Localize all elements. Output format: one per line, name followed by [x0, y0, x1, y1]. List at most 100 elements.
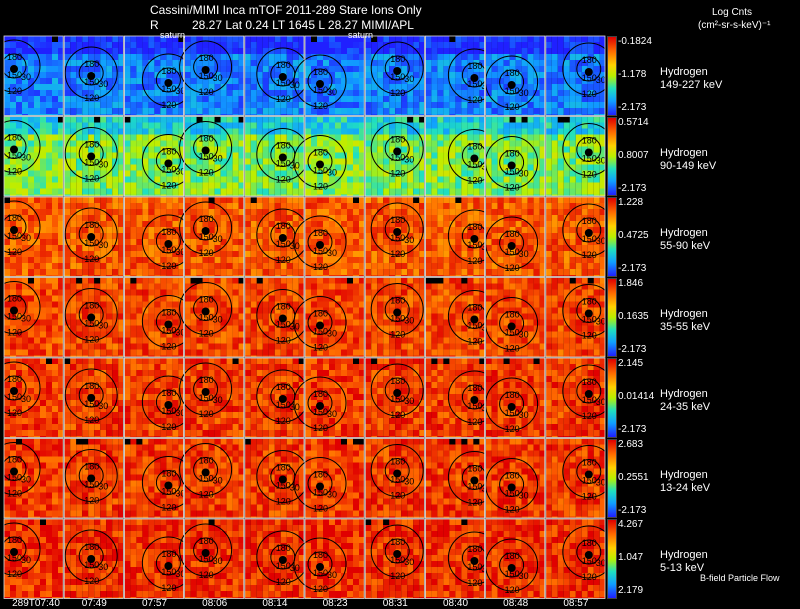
- saturn-label-1: saturn: [160, 30, 186, 40]
- contour-label: 120: [276, 255, 291, 265]
- contour-label: 30: [596, 236, 606, 246]
- contour-label: 120: [467, 417, 482, 427]
- contour-label: 120: [467, 578, 482, 588]
- contour-label: 30: [213, 234, 223, 244]
- contour-label: 180: [7, 535, 22, 545]
- contour-label: 120: [313, 504, 328, 514]
- contour-label: 30: [213, 395, 223, 405]
- contour-label: 30: [596, 558, 606, 568]
- contour-label: 120: [161, 342, 176, 352]
- colorbar-min: -2.173: [618, 424, 647, 435]
- contour-label: 150: [7, 312, 22, 322]
- contour-label: 30: [519, 88, 529, 98]
- colorbar-max: 2.145: [618, 358, 644, 369]
- contour-label: 30: [519, 410, 529, 420]
- contour-label: 180: [84, 140, 99, 150]
- channel-species: Hydrogen: [660, 227, 708, 239]
- contour-label: 150: [582, 234, 597, 244]
- contour-label: 120: [505, 183, 520, 193]
- header-orbit-info: 28.27 Lat 0.24 LT 1645 L 28.27 MIMI/APL: [192, 18, 414, 32]
- channel-energy: 90-149 keV: [660, 159, 717, 172]
- contour-label: 30: [21, 153, 31, 163]
- contour-label: 150: [467, 482, 482, 492]
- contour-label: 120: [582, 89, 597, 99]
- contour-label: 30: [213, 556, 223, 566]
- contour-label: 30: [290, 322, 300, 332]
- contour-label: 30: [519, 169, 529, 179]
- contour-label: 120: [467, 256, 482, 266]
- contour-label: 30: [213, 315, 223, 325]
- contour-label: 180: [199, 375, 214, 385]
- colorbar-min: -2.173: [618, 102, 647, 113]
- channel-species: Hydrogen: [660, 146, 708, 159]
- contour-label: 120: [199, 87, 214, 97]
- contour-label: 120: [390, 330, 405, 340]
- contour-label: 120: [161, 100, 176, 110]
- contour-label: 120: [7, 408, 22, 418]
- contour-label: 150: [467, 321, 482, 331]
- contour-label: 180: [390, 296, 405, 306]
- contour-label: 30: [290, 563, 300, 573]
- contour-label: 120: [313, 262, 328, 272]
- contour-label: 30: [327, 329, 337, 339]
- contour-label: 150: [390, 72, 405, 82]
- colorbar-min: -2.173: [618, 263, 647, 274]
- contour-label: 120: [199, 248, 214, 258]
- contour-label: 120: [276, 336, 291, 346]
- colorbar-mid: 0.2551: [618, 471, 649, 483]
- contour-label: 180: [313, 550, 328, 560]
- channel-label: Hydrogen 5-13 keV: [660, 549, 708, 575]
- channel-label: Hydrogen 55-90 keV: [660, 227, 710, 253]
- contour-label: 150: [199, 313, 214, 323]
- contour-label: 120: [582, 170, 597, 180]
- contour-label: 30: [213, 154, 223, 164]
- contour-label: 150: [161, 165, 176, 175]
- contour-label: 120: [582, 250, 597, 260]
- contour-label: 150: [313, 568, 328, 578]
- contour-label: 180: [84, 220, 99, 230]
- contour-label: 150: [313, 246, 328, 256]
- time-label: 08:31: [382, 598, 408, 609]
- contour-label: 150: [505, 489, 520, 499]
- time-label: 08:14: [262, 598, 288, 609]
- contour-label: 30: [404, 235, 414, 245]
- contour-label: 150: [390, 475, 405, 485]
- contour-label: 150: [84, 158, 99, 168]
- time-label: 289T07:40: [12, 598, 60, 609]
- contour-label: 120: [505, 505, 520, 515]
- contour-label: 180: [390, 457, 405, 467]
- contour-label: 150: [467, 160, 482, 170]
- colorbar-max: 2.683: [618, 438, 644, 450]
- contour-label: 150: [199, 71, 214, 81]
- contour-label: 120: [276, 175, 291, 185]
- contour-label: 150: [199, 554, 214, 564]
- contour-label: 150: [505, 328, 520, 338]
- contour-label: 150: [582, 73, 597, 83]
- contour-label: 120: [505, 424, 520, 434]
- contour-label: 150: [505, 86, 520, 96]
- channel-species: Hydrogen: [660, 66, 708, 78]
- contour-label: 120: [505, 102, 520, 112]
- contour-label: 150: [199, 393, 214, 403]
- contour-label: 30: [596, 478, 606, 488]
